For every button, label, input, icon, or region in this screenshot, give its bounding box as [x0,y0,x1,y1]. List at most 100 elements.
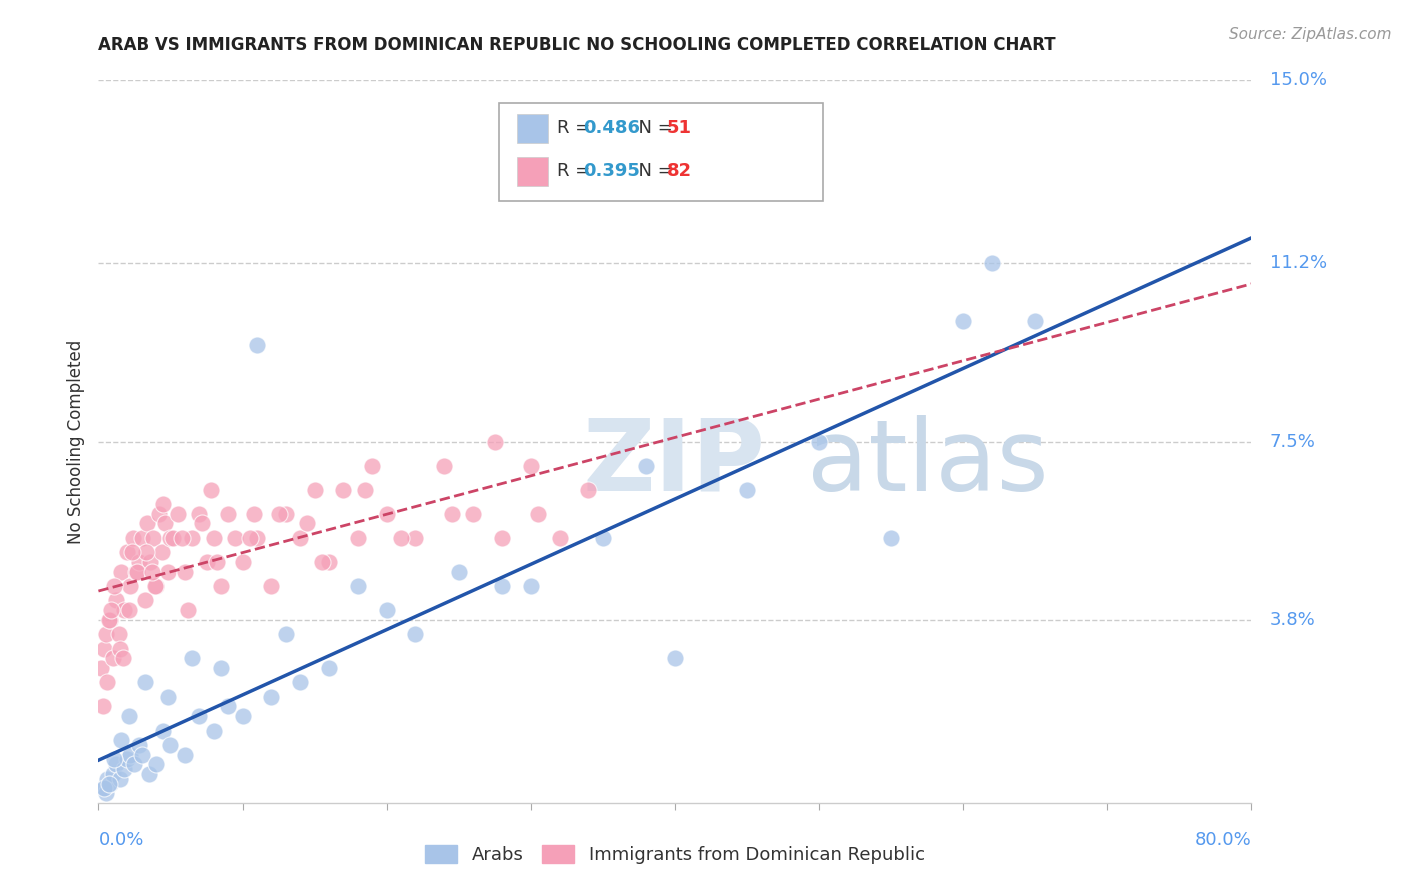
Point [202,531,225,545]
Point [318,555,340,569]
Point [243,507,266,521]
Point [138,767,160,781]
Point [209,579,232,593]
Point [239,531,262,545]
Point [98,613,121,627]
Point [131,531,153,545]
Point [231,555,254,569]
Point [205,555,228,569]
Point [156,690,179,704]
Point [405,627,427,641]
Point [120,747,142,762]
Text: 0.395: 0.395 [583,162,640,180]
Text: 51: 51 [666,120,692,137]
Point [131,747,153,762]
Point [952,314,974,328]
Point [162,531,184,545]
Point [267,507,290,521]
Point [664,651,686,665]
Point [152,723,174,738]
Point [491,579,513,593]
Point [112,603,135,617]
Point [735,483,758,497]
Text: 82: 82 [666,162,692,180]
Point [1024,314,1046,328]
Point [117,545,139,559]
Point [148,507,170,521]
Legend: Arabs, Immigrants from Dominican Republic: Arabs, Immigrants from Dominican Republi… [416,836,934,873]
Point [159,531,181,545]
Point [527,507,550,521]
Point [125,565,148,579]
Point [181,531,204,545]
Text: 7.5%: 7.5% [1270,433,1316,450]
Point [93,781,115,796]
Point [142,531,165,545]
Text: atlas: atlas [807,415,1049,512]
Text: Source: ZipAtlas.com: Source: ZipAtlas.com [1229,27,1392,42]
Point [118,709,141,723]
Point [110,733,132,747]
Point [170,531,193,545]
Point [91,699,114,714]
Point [145,757,167,772]
Text: R =: R = [557,120,596,137]
Point [128,555,150,569]
Point [103,579,125,593]
Point [93,641,115,656]
Point [121,545,143,559]
Text: 11.2%: 11.2% [1270,254,1327,272]
Point [188,709,211,723]
Text: 3.8%: 3.8% [1270,611,1316,629]
Point [246,531,269,545]
Y-axis label: No Schooling Completed: No Schooling Completed [66,340,84,543]
Point [209,661,232,675]
Point [290,675,312,690]
Point [96,772,118,786]
Point [318,661,340,675]
Point [592,531,614,545]
Point [332,483,354,497]
Point [447,565,470,579]
Point [191,516,214,531]
Point [108,772,131,786]
Point [152,497,174,511]
Point [153,516,176,531]
Point [260,690,283,704]
Point [636,458,658,473]
Point [188,507,211,521]
Point [246,338,269,352]
Point [150,545,173,559]
Point [484,434,506,449]
Point [405,531,427,545]
Point [217,699,239,714]
Point [139,555,162,569]
Point [347,531,370,545]
Point [94,786,117,800]
Point [97,776,120,790]
Point [520,458,543,473]
Point [134,675,156,690]
Text: ZIP: ZIP [582,415,765,512]
Text: R =: R = [557,162,596,180]
Point [120,579,142,593]
Point [97,613,120,627]
Point [101,767,124,781]
Point [361,458,384,473]
Point [231,709,254,723]
Point [491,531,513,545]
Point [128,738,150,752]
Point [135,545,157,559]
Point [104,593,127,607]
Point [90,661,112,675]
Point [124,757,146,772]
Point [100,603,122,617]
Point [375,603,398,617]
Text: 0.0%: 0.0% [98,830,143,848]
Point [224,531,246,545]
Point [110,565,132,579]
Point [141,565,163,579]
Point [166,507,188,521]
Point [96,675,118,690]
Point [107,627,129,641]
